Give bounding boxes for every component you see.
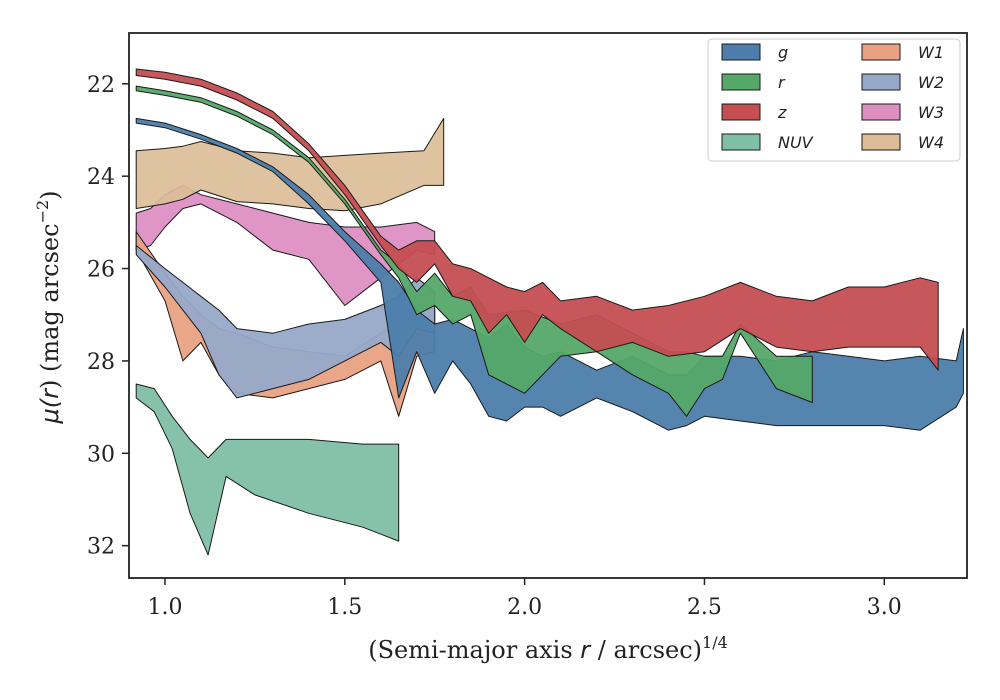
bands-layer — [135, 68, 964, 556]
y-tick-label: 22 — [87, 73, 115, 98]
x-axis-ticks: 1.0 1.5 2.0 2.5 3.0 — [147, 578, 902, 620]
legend-label-w3: W3 — [918, 103, 944, 122]
legend-swatch-w3 — [861, 103, 901, 121]
legend-label-g: g — [778, 43, 788, 62]
legend-swatch-nuv — [721, 133, 761, 151]
legend-label-z: z — [777, 103, 787, 122]
legend-label-w1: W1 — [918, 43, 944, 62]
x-tick-label: 2.0 — [507, 595, 542, 620]
legend-swatch-z — [721, 103, 761, 121]
legend-swatch-w4 — [861, 133, 901, 151]
y-tick-label: 28 — [87, 350, 115, 375]
x-tick-label: 1.5 — [327, 595, 362, 620]
legend-label-nuv: NUV — [778, 133, 814, 152]
x-tick-label: 1.0 — [147, 595, 182, 620]
band-nuv — [135, 383, 400, 556]
y-axis-ticks: 22 24 26 28 30 32 — [87, 73, 129, 560]
legend: grz NUV W1 W2 W3 W4 — [707, 38, 961, 162]
y-tick-label: 32 — [87, 535, 115, 560]
legend-label-w4: W4 — [918, 133, 944, 152]
legend-swatch-w2 — [861, 73, 901, 91]
legend-label-r: r — [778, 73, 786, 92]
legend-swatch-r — [721, 73, 761, 91]
legend-box — [707, 38, 961, 162]
plot-frame — [128, 32, 968, 579]
y-tick-label: 24 — [87, 165, 115, 190]
y-tick-label: 30 — [87, 442, 115, 467]
y-axis-label: μ(r) (mag arcsec−2) — [33, 190, 64, 424]
x-tick-label: 3.0 — [867, 595, 902, 620]
x-axis-label: (Semi-major axis r / arcsec)1/4 — [368, 633, 728, 664]
legend-swatch-g — [721, 43, 761, 61]
legend-swatch-w1 — [861, 43, 901, 61]
x-tick-label: 2.5 — [687, 595, 722, 620]
legend-label-w2: W2 — [918, 73, 944, 92]
band-z — [135, 68, 939, 371]
y-tick-label: 26 — [87, 258, 115, 283]
